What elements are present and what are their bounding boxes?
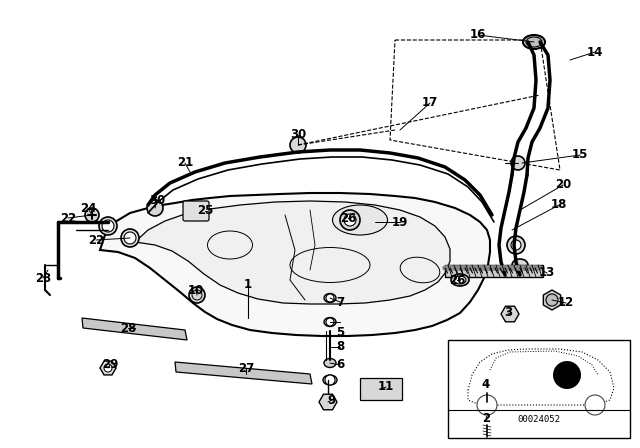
Text: 19: 19 bbox=[392, 215, 408, 228]
Polygon shape bbox=[319, 394, 337, 410]
Bar bbox=[445, 265, 543, 277]
Ellipse shape bbox=[323, 375, 337, 385]
Text: 7: 7 bbox=[336, 296, 344, 309]
Text: 23: 23 bbox=[35, 271, 51, 284]
Circle shape bbox=[99, 217, 117, 235]
Ellipse shape bbox=[451, 274, 469, 286]
Text: 14: 14 bbox=[587, 46, 603, 59]
Circle shape bbox=[585, 395, 605, 415]
Text: 16: 16 bbox=[470, 29, 486, 42]
Polygon shape bbox=[501, 306, 519, 322]
Circle shape bbox=[326, 318, 334, 326]
Circle shape bbox=[344, 214, 356, 226]
Polygon shape bbox=[175, 362, 312, 384]
Ellipse shape bbox=[526, 37, 542, 47]
Text: 6: 6 bbox=[336, 358, 344, 371]
Text: 22: 22 bbox=[60, 211, 76, 224]
Circle shape bbox=[325, 375, 335, 385]
Text: 22: 22 bbox=[88, 233, 104, 246]
Text: 1: 1 bbox=[244, 279, 252, 292]
Text: 11: 11 bbox=[378, 380, 394, 393]
Circle shape bbox=[85, 208, 99, 222]
Bar bbox=[360, 378, 402, 400]
Circle shape bbox=[546, 294, 558, 306]
Circle shape bbox=[124, 232, 136, 244]
Ellipse shape bbox=[324, 318, 336, 327]
Text: 10: 10 bbox=[188, 284, 204, 297]
Text: 12: 12 bbox=[558, 297, 574, 310]
Text: 28: 28 bbox=[120, 322, 136, 335]
Ellipse shape bbox=[324, 358, 336, 367]
Polygon shape bbox=[468, 349, 614, 405]
Ellipse shape bbox=[454, 276, 466, 284]
Text: 13: 13 bbox=[539, 267, 555, 280]
Ellipse shape bbox=[512, 259, 528, 271]
Polygon shape bbox=[478, 374, 496, 390]
Text: 8: 8 bbox=[336, 340, 344, 353]
Ellipse shape bbox=[333, 205, 387, 235]
Text: 4: 4 bbox=[482, 378, 490, 391]
Text: 15: 15 bbox=[572, 148, 588, 161]
Circle shape bbox=[189, 287, 205, 303]
Polygon shape bbox=[543, 290, 561, 310]
Polygon shape bbox=[82, 318, 187, 340]
Circle shape bbox=[104, 364, 112, 372]
Text: 26: 26 bbox=[340, 211, 356, 224]
Text: 18: 18 bbox=[551, 198, 567, 211]
Polygon shape bbox=[100, 193, 490, 336]
Polygon shape bbox=[390, 40, 560, 170]
Circle shape bbox=[477, 395, 497, 415]
Circle shape bbox=[290, 137, 306, 153]
Circle shape bbox=[102, 220, 114, 232]
Text: 2: 2 bbox=[482, 412, 490, 425]
Text: 20: 20 bbox=[555, 178, 571, 191]
Text: 30: 30 bbox=[290, 129, 306, 142]
Text: 3: 3 bbox=[504, 306, 512, 319]
Circle shape bbox=[326, 294, 334, 302]
Text: 26: 26 bbox=[449, 273, 465, 287]
Circle shape bbox=[511, 156, 525, 170]
Text: 21: 21 bbox=[177, 156, 193, 169]
Text: 24: 24 bbox=[80, 202, 96, 215]
Text: 17: 17 bbox=[422, 96, 438, 109]
Text: 30: 30 bbox=[149, 194, 165, 207]
Text: 29: 29 bbox=[102, 358, 118, 371]
Bar bbox=[448, 340, 630, 438]
Ellipse shape bbox=[523, 35, 545, 49]
Circle shape bbox=[121, 229, 139, 247]
Text: 9: 9 bbox=[328, 393, 336, 406]
Polygon shape bbox=[135, 201, 450, 304]
Circle shape bbox=[553, 361, 581, 389]
Text: 5: 5 bbox=[336, 327, 344, 340]
Polygon shape bbox=[100, 361, 116, 375]
Text: 25: 25 bbox=[197, 204, 213, 217]
Circle shape bbox=[511, 240, 521, 250]
Circle shape bbox=[507, 236, 525, 254]
FancyBboxPatch shape bbox=[183, 201, 209, 221]
Polygon shape bbox=[478, 408, 496, 424]
Text: 00024052: 00024052 bbox=[518, 415, 561, 425]
Ellipse shape bbox=[324, 293, 336, 302]
Circle shape bbox=[147, 200, 163, 216]
Circle shape bbox=[340, 210, 360, 230]
Text: 27: 27 bbox=[238, 362, 254, 375]
